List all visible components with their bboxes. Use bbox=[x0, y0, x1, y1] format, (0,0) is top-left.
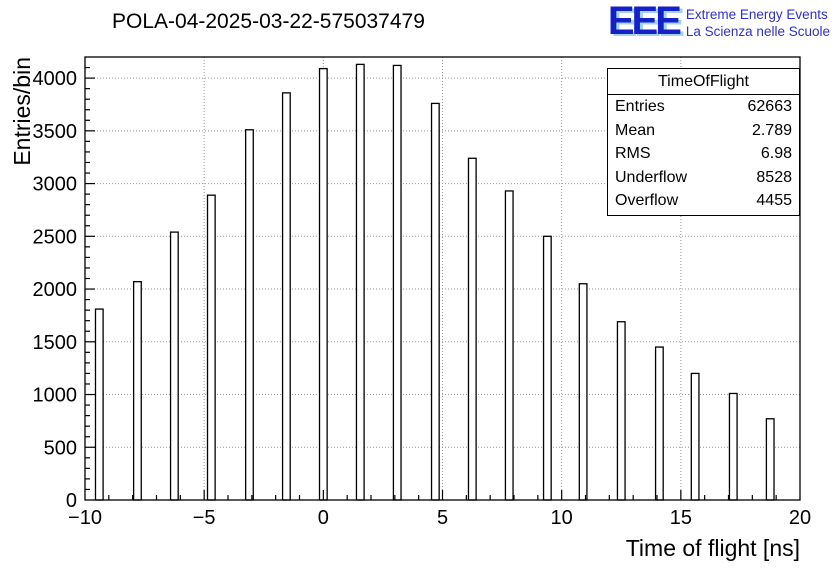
stats-row-value: 4455 bbox=[756, 192, 792, 209]
histogram-bar bbox=[616, 321, 626, 501]
stats-row-value: 8528 bbox=[756, 168, 792, 186]
histogram-bar bbox=[542, 235, 552, 501]
svg-text:15: 15 bbox=[670, 507, 692, 529]
y-axis-title: Entries/bin bbox=[9, 57, 35, 166]
svg-text:3500: 3500 bbox=[33, 121, 78, 143]
histogram-bar bbox=[244, 129, 254, 501]
histogram-bar bbox=[94, 308, 104, 501]
eee-logo-text: EEE bbox=[607, 0, 682, 43]
svg-text:2500: 2500 bbox=[33, 226, 78, 248]
histogram-bar bbox=[318, 67, 328, 501]
stats-row: Underflow 8528 bbox=[608, 166, 799, 190]
svg-text:20: 20 bbox=[789, 507, 811, 529]
svg-text:−10: −10 bbox=[68, 507, 102, 529]
svg-text:0: 0 bbox=[318, 507, 329, 529]
stats-row: Entries 62663 bbox=[608, 95, 799, 119]
stats-row-label: Overflow bbox=[615, 192, 679, 209]
stats-row-value: 6.98 bbox=[760, 145, 792, 162]
histogram-bar bbox=[765, 418, 775, 501]
stats-box: TimeOfFlight Entries 62663 Mean 2.789 RMS 6.9… bbox=[607, 68, 800, 216]
stats-row-label: Entries bbox=[615, 98, 665, 115]
stats-row-label: Mean bbox=[615, 121, 656, 139]
stats-row: Mean 2.789 bbox=[608, 119, 799, 143]
stats-box-rows: Entries 62663 Mean 2.789 RMS 6.98 Underflow 852… bbox=[608, 95, 799, 213]
svg-text:500: 500 bbox=[44, 437, 77, 459]
histogram-bar bbox=[504, 190, 514, 501]
histogram-bar bbox=[430, 102, 440, 501]
svg-text:−5: −5 bbox=[193, 507, 216, 529]
eee-logo-tagline: Extreme Energy Events La Scienza nelle S… bbox=[686, 3, 830, 40]
stats-row-value: 2.789 bbox=[751, 121, 792, 139]
histogram-bar bbox=[169, 231, 179, 501]
stats-row: Overflow 4455 bbox=[608, 189, 799, 213]
histogram-bar bbox=[654, 346, 664, 501]
svg-text:3000: 3000 bbox=[33, 174, 78, 196]
stats-row: RMS 6.98 bbox=[608, 142, 799, 166]
svg-text:2000: 2000 bbox=[33, 279, 78, 301]
svg-text:5: 5 bbox=[437, 507, 448, 529]
svg-text:1500: 1500 bbox=[33, 332, 78, 354]
histogram-bar bbox=[392, 64, 402, 501]
histogram-bar bbox=[355, 63, 365, 501]
svg-text:0: 0 bbox=[66, 490, 77, 512]
stats-row-value: 62663 bbox=[747, 98, 793, 115]
histogram-bar bbox=[281, 92, 291, 501]
histogram-bar bbox=[728, 392, 738, 501]
stats-box-title: TimeOfFlight bbox=[608, 69, 799, 95]
stats-row-label: RMS bbox=[615, 145, 651, 162]
histogram-bar bbox=[578, 283, 588, 501]
eee-logo-line2: La Scienza nelle Scuole bbox=[685, 24, 830, 39]
x-axis-title: Time of flight [ns] bbox=[626, 535, 800, 561]
histogram-bar bbox=[206, 194, 216, 501]
eee-logo: EEE Extreme Energy Events La Scienza nel… bbox=[607, 0, 830, 43]
svg-text:4000: 4000 bbox=[33, 68, 78, 90]
svg-text:10: 10 bbox=[551, 507, 573, 529]
histogram-bar bbox=[467, 157, 477, 501]
histogram-bar bbox=[132, 281, 142, 501]
eee-logo-line1: Extreme Energy Events bbox=[685, 7, 828, 22]
plot-title: POLA-04-2025-03-22-575037479 bbox=[112, 10, 425, 33]
svg-text:1000: 1000 bbox=[33, 385, 78, 407]
stats-row-label: Underflow bbox=[615, 168, 688, 186]
histogram-bar bbox=[690, 372, 700, 501]
